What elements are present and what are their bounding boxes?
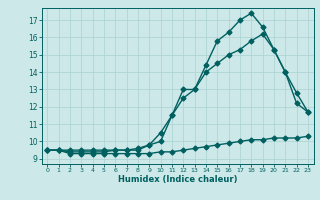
X-axis label: Humidex (Indice chaleur): Humidex (Indice chaleur)	[118, 175, 237, 184]
